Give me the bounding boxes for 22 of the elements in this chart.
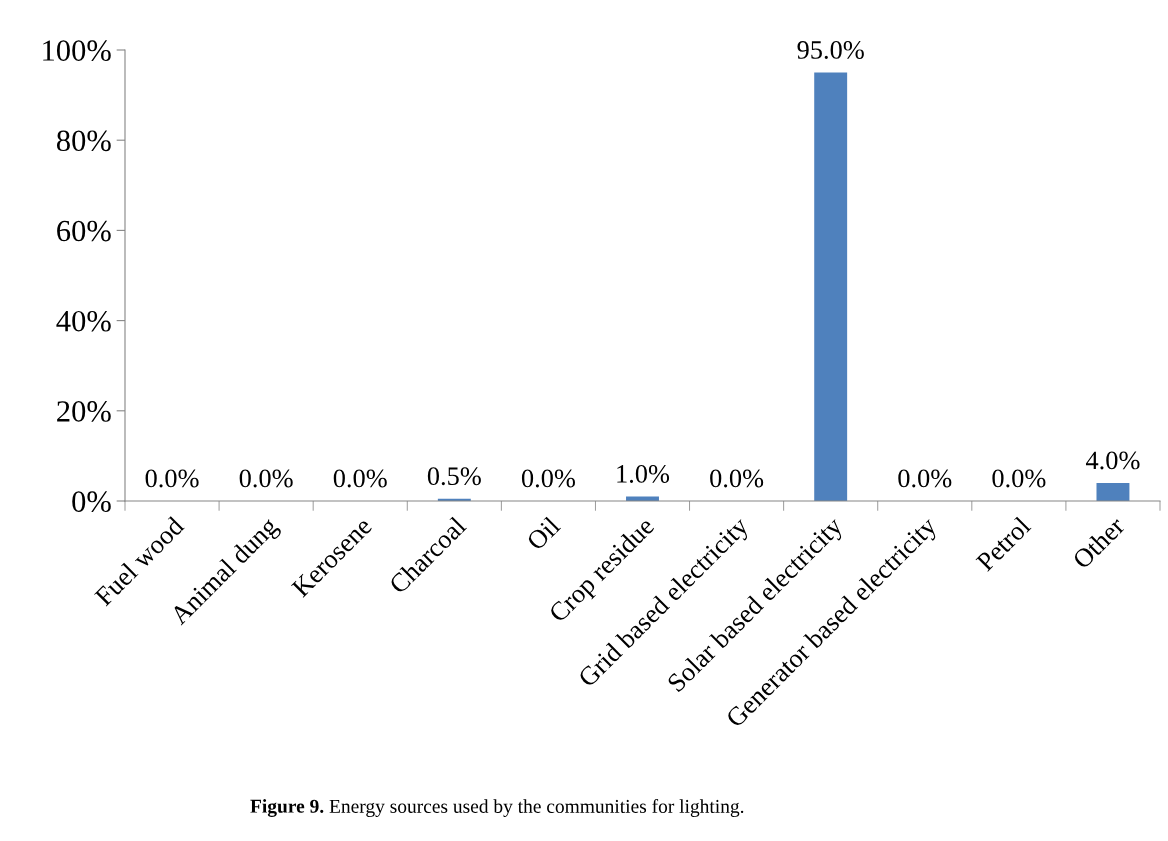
x-tick-label: Oil [525,515,562,552]
data-label: 95.0% [797,41,864,59]
caption: Figure 9. [250,799,324,817]
y-tick-label: 20% [57,401,111,422]
data-label: 0.0% [145,469,199,488]
text: Energy sources used by the communities for lighting. [329,799,744,817]
data-label: 0.0% [333,469,387,488]
bar [814,72,848,501]
data-label: 0.0% [710,469,764,488]
y-tick-label: 60% [57,220,111,242]
y-tick-label: 0% [72,491,111,512]
data-label: 0.0% [992,469,1046,488]
data-label: 0.0% [898,469,952,488]
y-tick-label: 40% [56,310,111,332]
data-label: 0.0% [521,469,575,488]
data-label: 0.5% [427,467,481,486]
y-tick-label: 80% [56,130,111,152]
data-label: 0.0% [239,469,293,488]
data-label: 4.0% [1085,451,1140,470]
y-tick-label: 100% [43,40,111,61]
bar [1096,482,1130,501]
data-label: 1.0% [617,464,670,483]
